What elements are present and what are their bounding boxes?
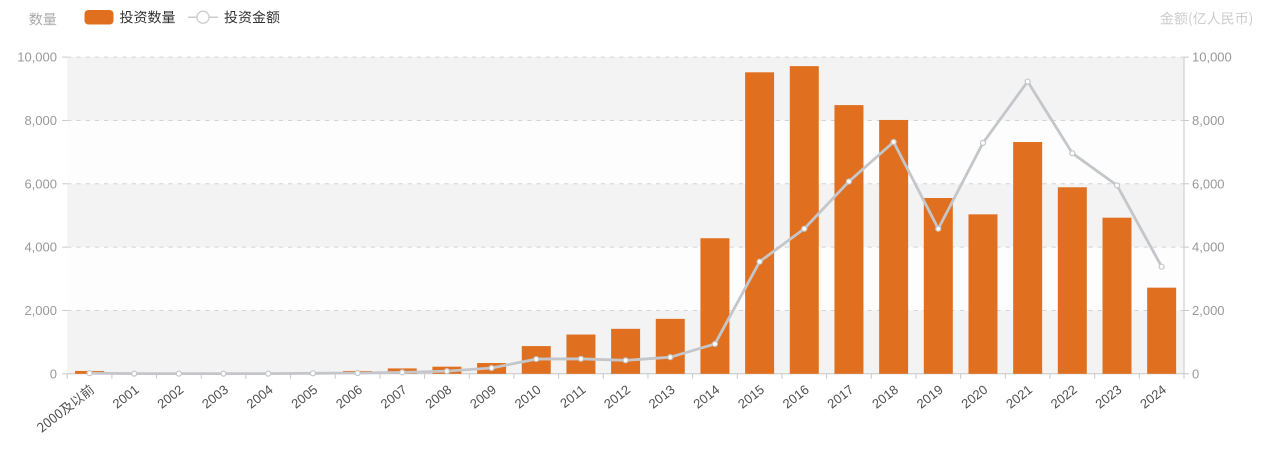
svg-text:4,000: 4,000 (1192, 240, 1225, 255)
svg-text:2022: 2022 (1048, 382, 1080, 412)
svg-text:2008: 2008 (422, 382, 454, 412)
svg-text:4,000: 4,000 (24, 240, 57, 255)
svg-text:2018: 2018 (869, 382, 901, 412)
svg-text:2003: 2003 (199, 382, 231, 412)
svg-text:2007: 2007 (378, 382, 410, 412)
svg-text:2016: 2016 (780, 382, 812, 412)
svg-text:8,000: 8,000 (1192, 113, 1225, 128)
svg-text:0: 0 (50, 366, 57, 381)
svg-text:2013: 2013 (646, 382, 678, 412)
svg-text:2019: 2019 (914, 382, 946, 412)
svg-text:8,000: 8,000 (24, 113, 57, 128)
svg-text:2012: 2012 (601, 382, 633, 412)
svg-text:10,000: 10,000 (17, 50, 57, 65)
svg-text:2,000: 2,000 (24, 303, 57, 318)
svg-text:6,000: 6,000 (24, 176, 57, 191)
svg-text:2005: 2005 (288, 382, 320, 412)
svg-text:2002: 2002 (154, 382, 186, 412)
svg-text:2006: 2006 (333, 382, 365, 412)
svg-text:10,000: 10,000 (1192, 50, 1232, 65)
svg-text:2015: 2015 (735, 382, 767, 412)
svg-text:2,000: 2,000 (1192, 303, 1225, 318)
svg-text:2014: 2014 (690, 382, 722, 412)
svg-text:2024: 2024 (1137, 382, 1169, 412)
svg-text:2020: 2020 (958, 382, 990, 412)
svg-text:2023: 2023 (1092, 382, 1124, 412)
svg-text:2004: 2004 (244, 382, 276, 412)
svg-text:2017: 2017 (824, 382, 856, 412)
svg-text:0: 0 (1192, 366, 1199, 381)
svg-text:6,000: 6,000 (1192, 176, 1225, 191)
svg-text:2010: 2010 (512, 382, 544, 412)
svg-text:2021: 2021 (1003, 382, 1035, 412)
svg-text:2001: 2001 (110, 382, 142, 412)
svg-text:2009: 2009 (467, 382, 499, 412)
svg-text:2011: 2011 (557, 382, 588, 411)
